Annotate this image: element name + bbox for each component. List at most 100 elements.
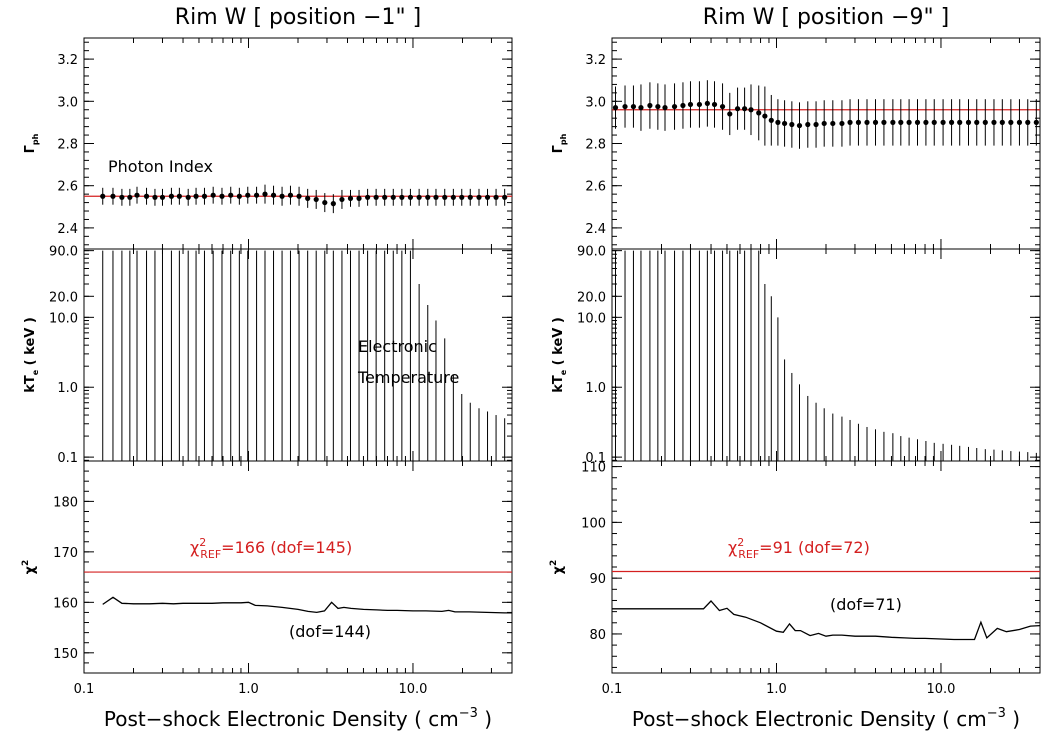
right-gamma-point xyxy=(662,105,668,111)
left-chi2-dof-label: (dof=144) xyxy=(289,622,371,641)
left-gamma-point xyxy=(236,193,242,199)
right-gamma-point xyxy=(948,119,955,125)
left-chi2-ref-rest: =166 (dof=145) xyxy=(221,538,352,557)
right-chi2-ref-label: χ2 REF=91 (dof=72) xyxy=(728,536,870,561)
right-chi2-xtick-label: 1.0 xyxy=(766,682,787,697)
left-gamma-point xyxy=(390,194,396,200)
right-gamma-point xyxy=(974,119,980,125)
right-gamma-point xyxy=(813,121,819,128)
left-gamma-ytick-label: 3.2 xyxy=(57,53,78,68)
left-gamma-point xyxy=(134,192,140,198)
left-gamma-ytick-label: 2.8 xyxy=(57,138,78,153)
left-gamma-point xyxy=(467,194,473,200)
left-chi2-xtick-label: 0.1 xyxy=(74,682,95,697)
right-xaxis-label-sup: −3 xyxy=(987,706,1006,721)
left-gamma-point xyxy=(484,194,491,200)
left-gamma-point xyxy=(476,194,482,200)
left-gamma-ytick-label: 2.4 xyxy=(57,222,78,237)
right-gamma-point xyxy=(982,119,988,125)
right-gamma-point xyxy=(898,119,904,125)
right-xaxis-label: Post−shock Electronic Density ( cm−3 ) xyxy=(632,706,1020,731)
left-column: Rim W [ position −1" ] 2.4 2.6 2.8 3.0 3.2 Γp… xyxy=(21,5,513,697)
right-gamma-point xyxy=(768,117,774,123)
left-gamma-point xyxy=(296,193,302,199)
right-gamma-point xyxy=(931,119,937,125)
left-temperature-label-line1: Electronic xyxy=(358,337,437,356)
right-gamma-point xyxy=(647,102,653,109)
left-kte-ylabel-sub: e xyxy=(31,369,40,375)
right-gamma-point xyxy=(881,119,887,125)
right-gamma-point xyxy=(914,119,921,125)
left-chi2-ytick-label: 150 xyxy=(53,647,78,662)
left-xaxis-label: Post−shock Electronic Density ( cm−3 ) xyxy=(104,706,492,731)
left-chi2-ref-sup: 2 xyxy=(199,536,206,549)
right-kte-ytick-label: 0.1 xyxy=(585,451,606,466)
right-chi2-ytick-label: 90 xyxy=(589,572,606,587)
left-gamma-point xyxy=(262,191,268,197)
right-gamma-ylabel-main: Γ xyxy=(551,145,566,153)
left-chi2-ytick-label: 170 xyxy=(53,546,78,561)
left-gamma-point xyxy=(159,194,166,200)
right-gamma-point xyxy=(734,106,741,112)
left-gamma-ylabel-sub: ph xyxy=(31,133,40,145)
left-gamma-point xyxy=(152,194,158,200)
left-title: Rim W [ position −1" ] xyxy=(175,5,421,30)
left-chi2-ref-label: χ2 REF=166 (dof=145) xyxy=(190,536,352,561)
left-gamma-ytick-label: 2.6 xyxy=(57,180,78,195)
right-gamma-point xyxy=(940,119,946,125)
left-xaxis-label-sup: −3 xyxy=(459,706,478,721)
left-kte-frame xyxy=(83,248,513,462)
right-gamma-point xyxy=(796,122,803,129)
left-gamma-point xyxy=(382,194,388,200)
right-kte-ylabel: kTe ( keV ) xyxy=(551,317,568,393)
right-xaxis-label-end: ) xyxy=(1006,707,1020,731)
right-gamma-point xyxy=(742,106,748,112)
left-kte-ytick-label: 1.0 xyxy=(57,381,78,396)
right-chi2-ref-chi: χ xyxy=(728,538,737,557)
right-chi2-ref-sup: 2 xyxy=(737,536,744,549)
left-gamma-frame xyxy=(83,37,513,250)
right-chi2-frame xyxy=(611,460,1041,674)
right-gamma-point xyxy=(999,119,1005,125)
right-gamma-point xyxy=(957,119,963,125)
left-kte-ylabel-main: kT xyxy=(23,375,38,393)
right-kte-ylabel-main: kT xyxy=(551,375,566,393)
right-gamma-point xyxy=(821,120,827,127)
left-gamma-point xyxy=(305,195,311,201)
right-chi2-ylabel-sup: 2 xyxy=(549,560,559,566)
right-chi2-ref-rest: =91 (dof=72) xyxy=(759,538,870,557)
right-kte-ylabel-end: ( keV ) xyxy=(551,317,566,370)
left-gamma-point xyxy=(459,194,465,200)
left-gamma-point xyxy=(433,194,439,200)
right-gamma-point xyxy=(991,119,997,125)
left-gamma-point xyxy=(110,193,116,199)
right-chi2-ylabel: χ2 xyxy=(549,560,566,575)
left-gamma-point xyxy=(407,194,414,200)
right-gamma-point xyxy=(680,102,686,109)
left-kte-ytick-label: 0.1 xyxy=(57,451,78,466)
left-chi2-series-line xyxy=(102,596,512,614)
left-xaxis-label-end: ) xyxy=(478,707,492,731)
right-gamma-point xyxy=(864,119,870,125)
right-gamma-point xyxy=(872,119,879,125)
right-gamma-ylabel-sub: ph xyxy=(559,133,568,145)
left-gamma-point xyxy=(245,192,251,198)
right-chi2-series-line xyxy=(612,600,1041,641)
left-gamma-point xyxy=(100,193,106,199)
right-gamma-point xyxy=(704,100,710,107)
right-gamma-point xyxy=(719,103,726,110)
left-chi2-ylabel: χ2 xyxy=(21,560,38,575)
right-kte-ytick-label: 1.0 xyxy=(585,381,606,396)
right-kte-ytick-label: 10.0 xyxy=(577,311,606,326)
left-gamma-point xyxy=(416,194,422,200)
left-chi2-xtick-label: 1.0 xyxy=(238,682,259,697)
left-kte-ylabel-end: ( keV ) xyxy=(23,317,38,370)
right-gamma-point xyxy=(622,103,628,110)
left-gamma-point xyxy=(253,192,260,198)
left-gamma-point xyxy=(279,193,285,199)
right-gamma-point xyxy=(748,107,754,113)
right-kte-ylabel-sub: e xyxy=(559,369,568,375)
right-gamma-frame xyxy=(611,37,1041,250)
